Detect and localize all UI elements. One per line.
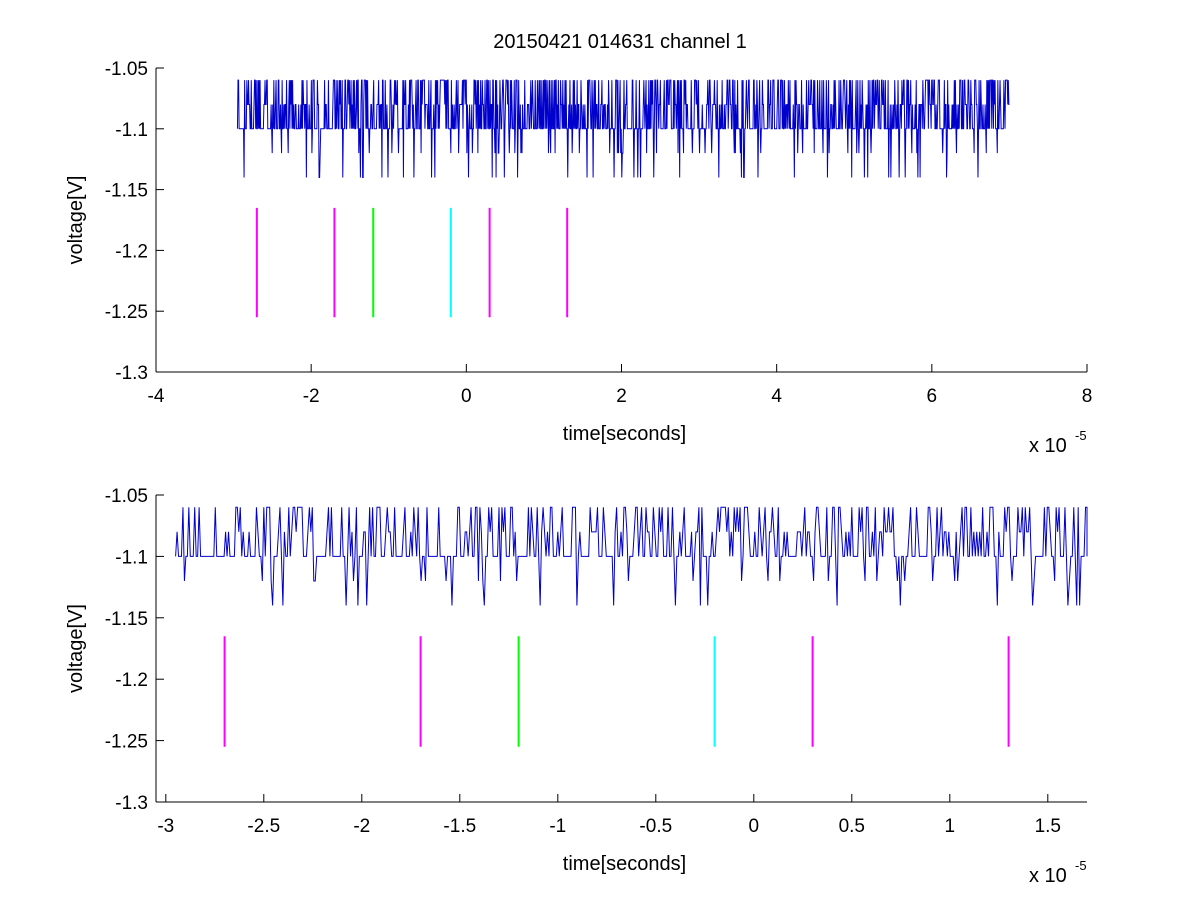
x-scale-note: x 10 xyxy=(1029,435,1067,457)
signal-trace xyxy=(175,506,1088,606)
y-tick-label: -1.1 xyxy=(115,547,148,568)
y-tick-label: -1.25 xyxy=(105,302,148,323)
x-tick-label: 4 xyxy=(771,386,782,407)
y-tick-label: -1.2 xyxy=(115,670,148,691)
y-tick-label: -1.05 xyxy=(105,486,148,507)
x-tick-label: -1 xyxy=(549,816,566,837)
y-tick-label: -1.05 xyxy=(105,59,148,80)
y-axis-label: voltage[V] xyxy=(65,604,87,693)
y-tick-label: -1.1 xyxy=(115,120,148,141)
x-tick-label: 6 xyxy=(927,386,938,407)
x-tick-label: -1.5 xyxy=(443,816,476,837)
y-tick-label: -1.15 xyxy=(105,181,148,202)
y-tick-label: -1.15 xyxy=(105,609,148,630)
x-tick-label: -3 xyxy=(157,816,174,837)
x-tick-label: -2.5 xyxy=(247,816,280,837)
x-tick-label: -0.5 xyxy=(639,816,672,837)
x-tick-label: 0 xyxy=(461,386,472,407)
x-axis-label: time[seconds] xyxy=(563,423,686,445)
x-tick-label: 1.5 xyxy=(1035,816,1061,837)
x-tick-label: 2 xyxy=(616,386,627,407)
x-tick-label: -4 xyxy=(148,386,165,407)
x-scale-exponent: -5 xyxy=(1075,428,1087,443)
x-tick-label: 8 xyxy=(1082,386,1093,407)
y-tick-label: -1.25 xyxy=(105,732,148,753)
bottom-panel: -1.05 -1.1 -1.15 -1.2 -1.25 -1.3 -3 -2.5 -2 -1.5 -… xyxy=(65,486,1088,887)
x-tick-label: 1 xyxy=(945,816,956,837)
top-panel: 20150421 014631 channel 1 -1.05 -1.1 -1.15… xyxy=(65,31,1092,457)
x-tick-label: -2 xyxy=(303,386,320,407)
y-axis-label: voltage[V] xyxy=(65,176,87,265)
y-tick-label: -1.2 xyxy=(115,241,148,262)
x-tick-label: 0 xyxy=(749,816,760,837)
x-axis-label: time[seconds] xyxy=(563,853,686,875)
x-tick-label: 0.5 xyxy=(839,816,865,837)
x-scale-exponent: -5 xyxy=(1075,858,1087,873)
x-tick-label: -2 xyxy=(353,816,370,837)
x-scale-note: x 10 xyxy=(1029,865,1067,887)
y-tick-label: -1.3 xyxy=(115,363,148,384)
y-tick-label: -1.3 xyxy=(115,793,148,814)
signal-trace xyxy=(236,79,1010,178)
chart-title: 20150421 014631 channel 1 xyxy=(493,31,747,53)
